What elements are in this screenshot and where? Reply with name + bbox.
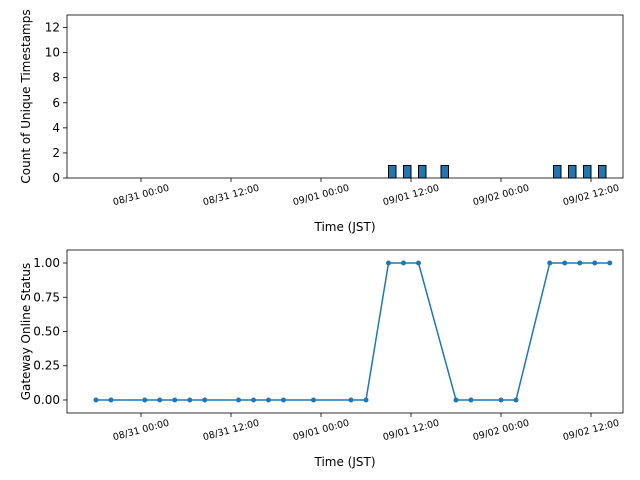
point <box>93 397 99 403</box>
bar <box>598 164 607 179</box>
y-tick-label: 4 <box>52 121 60 135</box>
bar <box>418 164 427 179</box>
x-tick-label: 09/02 12:00 <box>562 183 621 209</box>
point <box>416 260 421 266</box>
y-tick-label: 8 <box>52 71 60 85</box>
y-tick-label: 0.50 <box>33 325 60 339</box>
point <box>498 397 504 403</box>
y-axis-label: Count of Unique Timestamps <box>19 9 33 183</box>
point <box>607 260 613 266</box>
point <box>251 397 256 403</box>
bar <box>440 164 449 179</box>
point <box>108 397 114 403</box>
point <box>363 397 369 403</box>
x-tick-label: 08/31 12:00 <box>202 183 261 209</box>
point <box>453 397 459 403</box>
point <box>547 260 553 266</box>
x-tick-label: 09/01 12:00 <box>382 183 441 209</box>
y-tick-label: 0 <box>52 171 60 185</box>
x-tick-label: 09/01 12:00 <box>382 418 441 444</box>
x-tick-label: 09/01 00:00 <box>292 418 351 444</box>
point <box>281 397 286 403</box>
point <box>236 397 241 403</box>
line <box>96 262 610 401</box>
x-axis-label: Time (JST) <box>313 455 375 469</box>
y-tick-label: 0.75 <box>33 290 60 304</box>
y-tick-label: 6 <box>52 96 60 110</box>
x-tick-label: 08/31 00:00 <box>112 183 171 209</box>
x-tick-label: 09/02 12:00 <box>562 418 621 444</box>
x-tick-label: 09/02 00:00 <box>472 183 531 209</box>
point <box>157 397 163 403</box>
bar <box>568 164 577 179</box>
point <box>172 397 178 403</box>
point <box>386 260 391 266</box>
point <box>202 397 208 403</box>
point <box>513 397 519 403</box>
point <box>577 260 583 266</box>
bar <box>553 164 562 179</box>
x-tick-label: 08/31 12:00 <box>202 418 261 444</box>
point <box>187 397 193 403</box>
bar <box>403 164 412 179</box>
y-axis-label: Gateway Online Status <box>19 263 33 401</box>
point <box>348 397 354 403</box>
y-tick-label: 0.00 <box>33 393 60 407</box>
x-axis-label: Time (JST) <box>313 220 375 234</box>
bar <box>388 164 397 179</box>
y-tick-label: 1.00 <box>33 256 60 270</box>
point <box>311 397 316 403</box>
point <box>401 260 406 266</box>
bar <box>583 164 592 179</box>
point <box>592 260 598 266</box>
point <box>266 397 271 403</box>
x-tick-label: 09/01 00:00 <box>292 183 351 209</box>
y-tick-label: 12 <box>45 21 60 35</box>
y-tick-label: 2 <box>52 146 60 160</box>
x-tick-label: 09/02 00:00 <box>472 418 531 444</box>
y-tick-label: 0.25 <box>33 359 60 373</box>
point <box>142 397 148 403</box>
axes-frame <box>66 14 624 179</box>
point <box>562 260 568 266</box>
x-tick-label: 08/31 00:00 <box>112 418 171 444</box>
point <box>468 397 474 403</box>
y-tick-label: 10 <box>45 46 60 60</box>
axes-frame <box>66 249 624 414</box>
